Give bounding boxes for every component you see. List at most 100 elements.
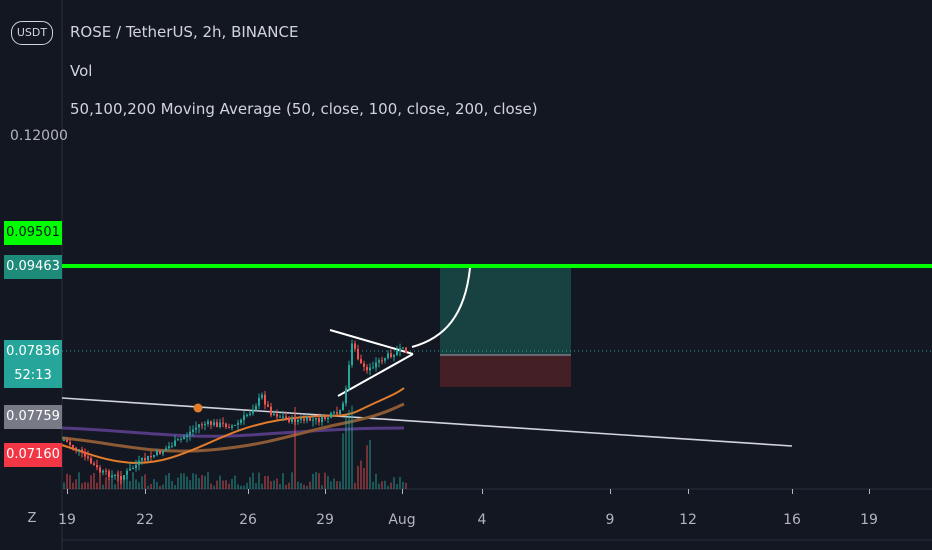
volume-bar xyxy=(384,480,386,489)
candle-body xyxy=(399,348,401,351)
volume-bar xyxy=(387,485,389,489)
volume-bar xyxy=(243,485,245,489)
volume-bar xyxy=(129,481,131,489)
volume-bar xyxy=(225,480,227,489)
volume-bar xyxy=(303,484,305,489)
triangle-lower-line[interactable] xyxy=(337,353,414,397)
candle-body xyxy=(186,435,188,437)
time-axis-label: 22 xyxy=(136,512,154,528)
volume-bar xyxy=(276,478,278,489)
candle-body xyxy=(165,448,167,451)
volume-bar xyxy=(279,484,281,489)
candle-body xyxy=(213,422,215,425)
breakout-projection-curve[interactable] xyxy=(411,267,471,348)
time-axis-tick xyxy=(325,489,326,494)
volume-bar xyxy=(96,482,98,489)
volume-bar xyxy=(123,481,125,489)
volume-bar xyxy=(147,485,149,489)
volume-bar xyxy=(324,472,326,489)
time-axis-label: 29 xyxy=(316,512,334,528)
candle-body xyxy=(96,465,98,468)
volume-bar xyxy=(312,473,314,489)
time-axis-label: 4 xyxy=(477,512,487,528)
candle-body xyxy=(297,419,299,422)
volume-bar xyxy=(339,481,341,489)
volume-bar xyxy=(84,482,86,489)
candle-body xyxy=(75,447,77,450)
volume-bar xyxy=(258,472,260,489)
volume-bar xyxy=(141,476,143,489)
candle-body xyxy=(315,418,317,420)
candle-body xyxy=(129,468,131,471)
candle-body xyxy=(201,424,203,426)
candle-body xyxy=(114,475,116,477)
volume-bar xyxy=(393,477,395,489)
volume-bar xyxy=(282,473,284,489)
volume-bar xyxy=(228,483,230,489)
volume-bar xyxy=(72,482,74,489)
profit-zone[interactable] xyxy=(440,266,571,355)
candle-body xyxy=(366,366,368,371)
candle-body xyxy=(210,421,212,425)
volume-bar xyxy=(216,480,218,489)
candle-body xyxy=(231,425,233,428)
volume-bar xyxy=(267,476,269,489)
volume-bar xyxy=(315,472,317,489)
candle-body xyxy=(384,358,386,361)
volume-bar xyxy=(222,480,224,489)
volume-bar xyxy=(75,479,77,489)
candle-body xyxy=(387,353,389,359)
currency-button[interactable]: USDT xyxy=(11,21,53,45)
candle-body xyxy=(375,362,377,368)
candle-body xyxy=(378,360,380,363)
target-price-tag: 0.09501 xyxy=(4,221,62,245)
candle-body xyxy=(333,412,335,414)
volume-bar xyxy=(177,477,179,489)
candle-body xyxy=(117,475,119,477)
volume-bar xyxy=(102,484,104,489)
volume-bar xyxy=(126,475,128,489)
legend-moving-average[interactable]: 50,100,200 Moving Average (50, close, 10… xyxy=(70,100,538,118)
candle-body xyxy=(195,427,197,430)
resistance-price-tag: 0.09463 xyxy=(4,255,62,279)
volume-bar xyxy=(183,473,185,489)
volume-bar xyxy=(168,473,170,489)
candle-body xyxy=(291,417,293,422)
candle-body xyxy=(126,470,128,476)
candle-body xyxy=(255,405,257,411)
candle-body xyxy=(228,427,230,429)
volume-bar xyxy=(207,472,209,489)
volume-bar xyxy=(237,484,239,489)
candle-body xyxy=(189,431,191,436)
volume-bar xyxy=(354,482,356,489)
descending-trendline[interactable] xyxy=(61,397,793,447)
candle-body xyxy=(150,456,152,457)
candle-body xyxy=(339,410,341,414)
volume-bar xyxy=(99,476,101,489)
volume-bar xyxy=(285,484,287,489)
volume-bar xyxy=(153,479,155,489)
candle-body xyxy=(177,439,179,441)
candle-body xyxy=(300,418,302,420)
signal-marker[interactable] xyxy=(193,403,203,413)
candle-body xyxy=(357,348,359,360)
countdown-tag: 52:13 xyxy=(4,364,62,388)
time-axis-tick xyxy=(248,489,249,494)
time-axis-tick xyxy=(402,489,403,494)
volume-bar xyxy=(345,415,347,489)
candle-body xyxy=(162,450,164,454)
candle-body xyxy=(345,388,347,404)
zoom-button[interactable]: Z xyxy=(27,511,37,526)
volume-bar xyxy=(255,483,257,489)
volume-bar xyxy=(204,475,206,489)
candle-body xyxy=(159,450,161,454)
legend-vol[interactable]: Vol xyxy=(70,62,93,80)
volume-bar xyxy=(213,485,215,489)
volume-bar xyxy=(396,484,398,489)
legend-symbol[interactable]: ROSE / TetherUS, 2h, BINANCE xyxy=(70,23,299,41)
volume-bar xyxy=(330,481,332,489)
candle-body xyxy=(168,446,170,449)
loss-zone[interactable] xyxy=(440,355,571,387)
candle-body xyxy=(72,445,74,448)
